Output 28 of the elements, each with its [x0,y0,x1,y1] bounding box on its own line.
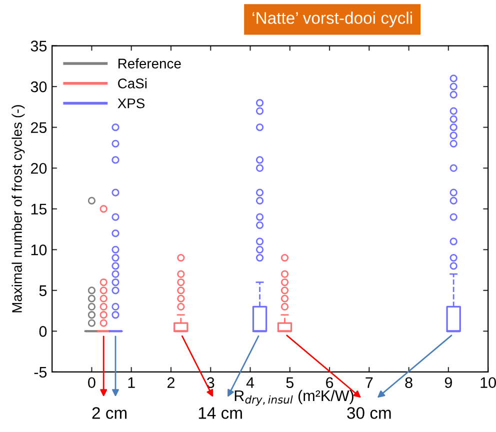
x-tick-label: 2 [168,377,174,388]
x-tick-label: 6 [326,377,334,388]
y-tick-label: 20 [30,162,47,174]
y-tick-label: 30 [30,81,47,92]
chart-title: ‘Natte’ vorst-dooi cycli [252,12,412,28]
text: 14 cm [198,407,242,419]
x-tick-label: 1 [128,377,135,388]
legend-label: XPS [118,98,145,108]
y-tick-label: 5 [39,285,47,296]
y-tick-label: 0 [39,326,47,337]
y-tick-label: 35 [30,40,47,52]
text: 2 cm [92,407,127,419]
y-tick-label: -5 [34,366,47,378]
x-tick-label: 0 [88,377,96,388]
text: 30 cm [347,407,391,419]
x-tick-label: 10 [480,377,496,388]
x-tick-label: 5 [286,377,294,388]
x-tick-label: 4 [246,377,254,388]
x-tick-label: 7 [366,377,373,388]
x-tick-label: 8 [405,377,412,388]
y-axis-title: Maximal number of frost cycles (-) [12,105,25,312]
y-tick-label: 25 [30,122,47,134]
legend-label: Reference [118,58,181,68]
x-axis-title: R$_{dry,insul}$ (m²K/W) [234,390,354,406]
legend-label: CaSi [118,78,147,88]
y-tick-label: 15 [31,204,47,215]
y-tick-label: 10 [31,244,47,256]
x-tick-label: 9 [444,377,452,388]
